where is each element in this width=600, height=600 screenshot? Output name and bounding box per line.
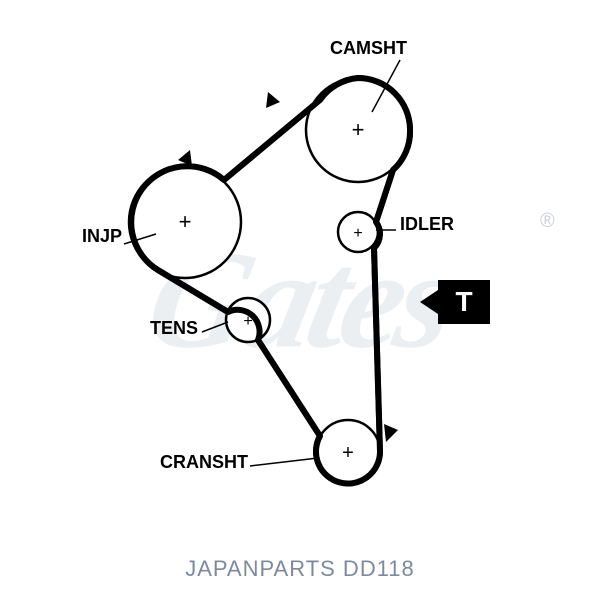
part-number-footer: JAPANPARTS DD118 — [0, 556, 600, 600]
svg-text:+: + — [353, 225, 362, 242]
label-tensioner: TENS — [150, 318, 198, 339]
label-camshaft: CAMSHT — [330, 38, 407, 59]
svg-text:+: + — [352, 117, 365, 142]
label-crankshaft: CRANSHT — [160, 452, 248, 473]
label-injection: INJP — [82, 226, 122, 247]
svg-text:+: + — [179, 209, 192, 234]
tensioner-badge-text: T — [455, 286, 472, 318]
svg-text:+: + — [342, 442, 354, 464]
belt-diagram: + + + + + — [0, 0, 600, 540]
diagram-svg: + + + + + — [0, 0, 600, 540]
pulley-tensioner: + — [226, 298, 270, 342]
label-idler: IDLER — [400, 214, 454, 235]
tensioner-badge: T — [438, 280, 490, 324]
